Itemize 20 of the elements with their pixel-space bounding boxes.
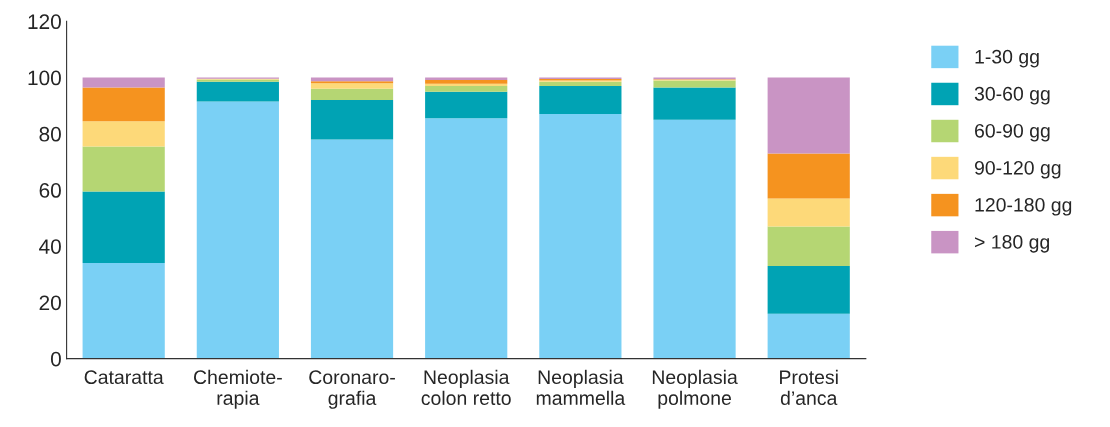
y-tick-label: 40 bbox=[39, 239, 61, 254]
legend-label: 60-90 gg bbox=[975, 123, 1050, 142]
y-tick-label: 0 bbox=[50, 351, 61, 367]
legend-label: 30-60 gg bbox=[974, 86, 1050, 105]
y-tick-label: 80 bbox=[39, 126, 61, 142]
y-tick-label: 20 bbox=[39, 295, 61, 311]
x-tick-label: Coronaro- grafia bbox=[309, 370, 395, 409]
legend-label: 90-120 gg bbox=[974, 160, 1061, 179]
x-tick-label: Neoplasia colon retto bbox=[421, 369, 511, 406]
x-tick-label: Neoplasia mammella bbox=[536, 369, 626, 406]
x-tick-label: Cataratta bbox=[84, 370, 164, 385]
y-tick-label: 60 bbox=[39, 183, 61, 198]
y-tick-label: 120 bbox=[28, 14, 61, 30]
y-tick-label: 100 bbox=[28, 70, 61, 86]
x-tick-label: Neoplasia polmone bbox=[652, 369, 738, 409]
x-tick-label: Chemiote- rapia bbox=[194, 369, 282, 409]
legend-label: 1-30 gg bbox=[975, 49, 1039, 68]
legend-label: > 180 gg bbox=[974, 235, 1050, 253]
legend-label: 120-180 gg bbox=[975, 197, 1072, 216]
x-tick-label: Protesi d’anca bbox=[780, 369, 838, 406]
